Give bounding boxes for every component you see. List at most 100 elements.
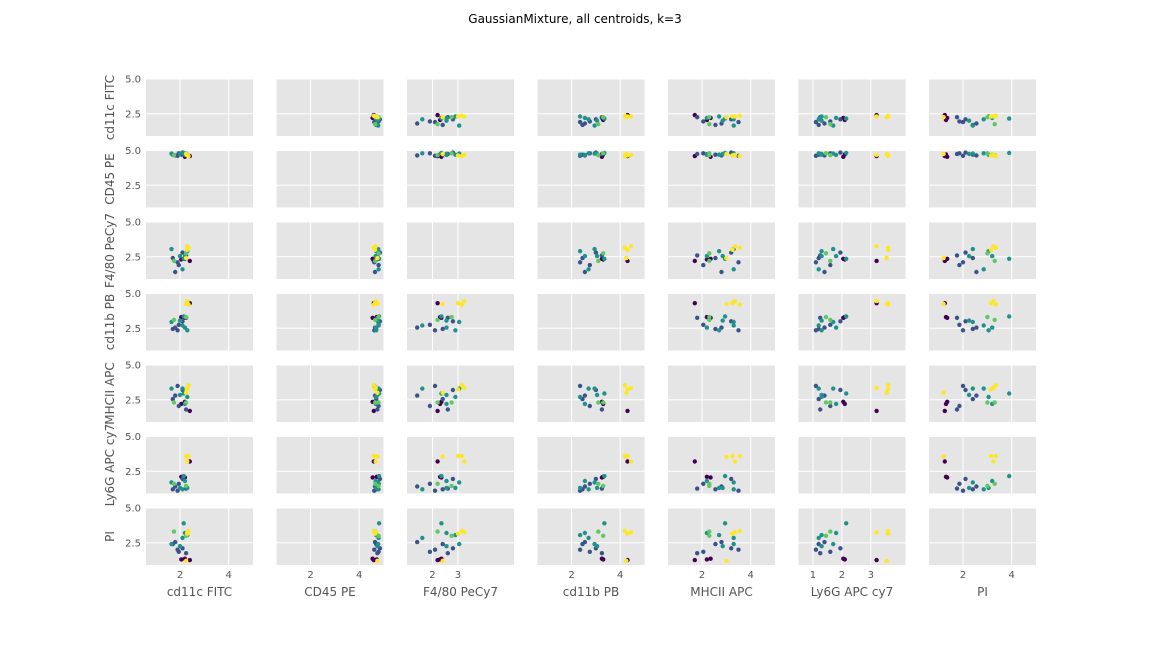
data-point-cluster-1 <box>577 547 583 552</box>
panel-1-5 <box>798 150 906 208</box>
panel-4-1 <box>276 364 384 422</box>
data-point-cluster-1 <box>713 487 718 492</box>
panel-background <box>276 79 384 136</box>
data-point-cluster-4 <box>885 153 891 158</box>
data-point-cluster-2 <box>420 323 425 328</box>
data-point-cluster-2 <box>833 325 839 330</box>
data-point-cluster-2 <box>731 319 736 325</box>
data-point-cluster-2 <box>816 323 821 328</box>
data-point-cluster-4 <box>941 151 946 157</box>
panel-0-0: 2.5 5.0 <box>125 75 253 136</box>
data-point-cluster-1 <box>427 549 433 554</box>
data-point-cluster-4 <box>885 114 891 119</box>
panel-0-5 <box>798 78 906 136</box>
data-point-cluster-2 <box>986 328 991 333</box>
data-point-cluster-3 <box>376 400 381 405</box>
y-tick-label: 2.5 <box>125 395 141 406</box>
data-point-cluster-2 <box>833 115 839 121</box>
data-point-cluster-0 <box>371 408 376 414</box>
data-point-cluster-2 <box>1007 314 1012 319</box>
data-point-cluster-3 <box>449 314 454 320</box>
data-point-cluster-2 <box>720 118 725 123</box>
data-point-cluster-2 <box>182 478 188 484</box>
data-point-cluster-1 <box>960 260 966 265</box>
data-point-cluster-0 <box>692 459 697 464</box>
data-point-cluster-2 <box>716 485 722 491</box>
data-point-cluster-2 <box>453 394 458 400</box>
data-point-cluster-2 <box>833 152 839 158</box>
panel-background <box>407 150 514 208</box>
data-point-cluster-2 <box>990 253 995 259</box>
data-point-cluster-1 <box>838 546 843 551</box>
data-point-cluster-2 <box>375 118 380 123</box>
x-tick-label: 3 <box>868 570 874 581</box>
data-point-cluster-0 <box>708 475 713 480</box>
data-point-cluster-4 <box>885 301 891 306</box>
data-point-cluster-3 <box>601 151 606 156</box>
data-point-cluster-1 <box>838 117 843 122</box>
x-tick-label: 4 <box>617 570 623 581</box>
data-point-cluster-2 <box>819 118 824 123</box>
data-point-cluster-1 <box>963 117 968 122</box>
data-point-cluster-3 <box>171 153 177 158</box>
data-point-cluster-1 <box>695 551 700 556</box>
data-point-cluster-3 <box>449 151 454 156</box>
data-point-cluster-1 <box>450 476 456 482</box>
data-point-cluster-1 <box>828 322 833 327</box>
data-point-cluster-2 <box>582 115 588 121</box>
panel-2-0: 2.5 5.0 <box>125 218 253 279</box>
data-point-cluster-3 <box>707 529 712 534</box>
panel-3-3 <box>537 293 645 351</box>
x-tick-label: 2 <box>568 570 574 581</box>
data-point-cluster-1 <box>415 121 420 126</box>
data-point-cluster-2 <box>444 325 449 330</box>
data-point-cluster-1 <box>813 260 819 265</box>
data-point-cluster-3 <box>373 481 378 486</box>
data-point-cluster-4 <box>874 298 879 304</box>
data-point-cluster-1 <box>577 119 583 125</box>
data-point-cluster-3 <box>601 483 606 489</box>
data-point-cluster-4 <box>874 530 879 535</box>
data-point-cluster-3 <box>435 481 440 486</box>
data-point-cluster-3 <box>707 533 712 538</box>
data-point-cluster-4 <box>372 531 378 536</box>
data-point-cluster-2 <box>592 123 597 128</box>
data-point-cluster-4 <box>625 453 630 459</box>
data-point-cluster-2 <box>577 249 583 254</box>
y-axis-label-pi: PI <box>103 531 117 542</box>
data-point-cluster-4 <box>724 115 729 120</box>
data-point-cluster-0 <box>708 556 713 561</box>
data-point-cluster-3 <box>985 115 990 120</box>
data-point-cluster-2 <box>819 544 824 549</box>
data-point-cluster-3 <box>823 314 829 320</box>
data-point-cluster-1 <box>440 122 445 128</box>
data-point-cluster-3 <box>449 400 454 405</box>
data-point-cluster-1 <box>701 262 706 268</box>
data-point-cluster-4 <box>373 459 378 464</box>
data-point-cluster-4 <box>724 255 729 261</box>
data-point-cluster-2 <box>177 392 183 398</box>
x-axis-label-ly6g-apc-cy7: Ly6G APC cy7 <box>811 585 893 599</box>
data-point-cluster-2 <box>444 392 449 398</box>
data-point-cluster-2 <box>169 386 174 391</box>
y-axis-label-cd11b-pb: cd11b PB <box>103 294 117 350</box>
y-tick-label: 2.5 <box>125 181 141 192</box>
x-tick-label: 1 <box>810 570 816 581</box>
data-point-cluster-1 <box>957 403 962 409</box>
data-point-cluster-3 <box>171 400 177 405</box>
data-point-cluster-2 <box>453 485 458 491</box>
data-point-cluster-1 <box>176 403 181 409</box>
data-point-cluster-2 <box>819 318 824 323</box>
data-point-cluster-2 <box>1007 473 1012 479</box>
data-point-cluster-4 <box>625 531 630 536</box>
data-point-cluster-1 <box>432 488 438 493</box>
data-point-cluster-4 <box>628 152 634 158</box>
data-point-cluster-2 <box>819 114 824 119</box>
data-point-cluster-2 <box>981 267 986 272</box>
data-point-cluster-3 <box>596 258 601 264</box>
data-point-cluster-2 <box>586 151 591 156</box>
data-point-cluster-3 <box>373 317 378 323</box>
panel-3-4 <box>668 293 775 351</box>
data-point-cluster-3 <box>449 115 454 120</box>
